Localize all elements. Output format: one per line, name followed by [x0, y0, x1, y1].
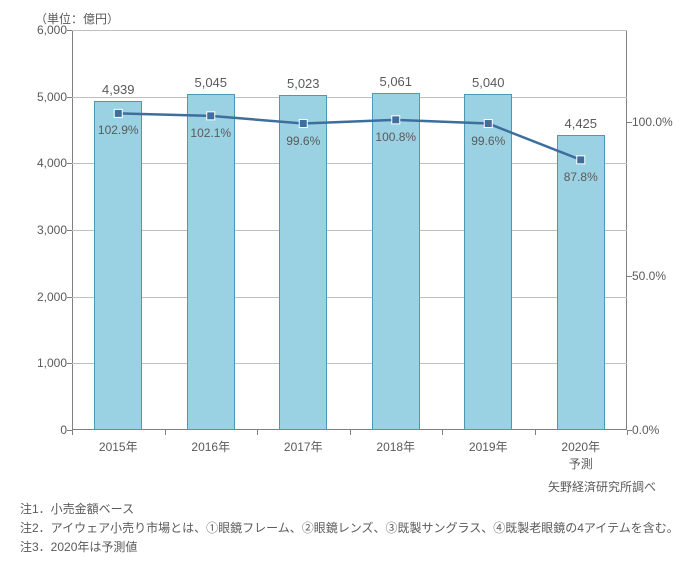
bar: [94, 101, 142, 430]
gridline: [72, 163, 627, 164]
x-tick-mark: [72, 430, 73, 435]
x-tick-label: 2018年: [350, 438, 443, 455]
chart-plot-area: 01,0002,0003,0004,0005,0006,0000.0%50.0%…: [72, 30, 627, 430]
y-left-tick-mark: [67, 297, 72, 298]
x-tick-label: 2019年: [442, 438, 535, 455]
gridline: [72, 363, 627, 364]
footnotes: 注1．小売金額ベース注2．アイウェア小売り市場とは、①眼鏡フレーム、②眼鏡レンズ…: [20, 500, 679, 558]
line-value-label: 99.6%: [471, 134, 505, 148]
bar-value-label: 4,939: [102, 82, 135, 97]
y-left-tick-label: 4,000: [17, 156, 67, 170]
gridline: [72, 30, 627, 31]
line-value-label: 102.9%: [98, 123, 139, 137]
y-right-tick-label: 0.0%: [632, 423, 691, 437]
y-left-tick-mark: [67, 97, 72, 98]
y-left-tick-mark: [67, 363, 72, 364]
bar: [187, 94, 235, 430]
bar-value-label: 5,023: [287, 76, 320, 91]
y-left-tick-label: 3,000: [17, 223, 67, 237]
y-left-tick-label: 0: [17, 423, 67, 437]
x-tick-mark: [535, 430, 536, 435]
y-left-tick-mark: [67, 163, 72, 164]
x-tick-label: 2020年予測: [535, 438, 628, 472]
y-left-tick-label: 2,000: [17, 290, 67, 304]
bar-value-label: 4,425: [564, 116, 597, 131]
y-left-tick-label: 1,000: [17, 356, 67, 370]
y-left-tick-label: 6,000: [17, 23, 67, 37]
bar-value-label: 5,045: [194, 75, 227, 90]
bar-value-label: 5,061: [379, 74, 412, 89]
source-attribution: 矢野経済研究所調べ: [548, 478, 656, 495]
line-value-label: 100.8%: [375, 130, 416, 144]
x-tick-mark: [350, 430, 351, 435]
gridline: [72, 97, 627, 98]
line-value-label: 99.6%: [286, 134, 320, 148]
x-tick-label: 2017年: [257, 438, 350, 455]
line-value-label: 87.8%: [564, 170, 598, 184]
y-right-tick-label: 100.0%: [632, 115, 691, 129]
x-tick-label: 2016年: [165, 438, 258, 455]
footnote-line: 注1．小売金額ベース: [20, 500, 679, 519]
x-tick-mark: [442, 430, 443, 435]
x-tick-label: 2015年: [72, 438, 165, 455]
line-value-label: 102.1%: [190, 126, 231, 140]
gridline: [72, 297, 627, 298]
footnote-line: 注3．2020年は予測値: [20, 538, 679, 557]
y-right-tick-label: 50.0%: [632, 269, 691, 283]
footnote-line: 注2．アイウェア小売り市場とは、①眼鏡フレーム、②眼鏡レンズ、③既製サングラス、…: [20, 519, 679, 538]
x-tick-mark: [165, 430, 166, 435]
y-left-tick-mark: [67, 30, 72, 31]
y-left-tick-label: 5,000: [17, 90, 67, 104]
bar-value-label: 5,040: [472, 75, 505, 90]
x-tick-mark: [257, 430, 258, 435]
y-left-tick-mark: [67, 230, 72, 231]
x-tick-mark: [627, 430, 628, 435]
gridline: [72, 230, 627, 231]
